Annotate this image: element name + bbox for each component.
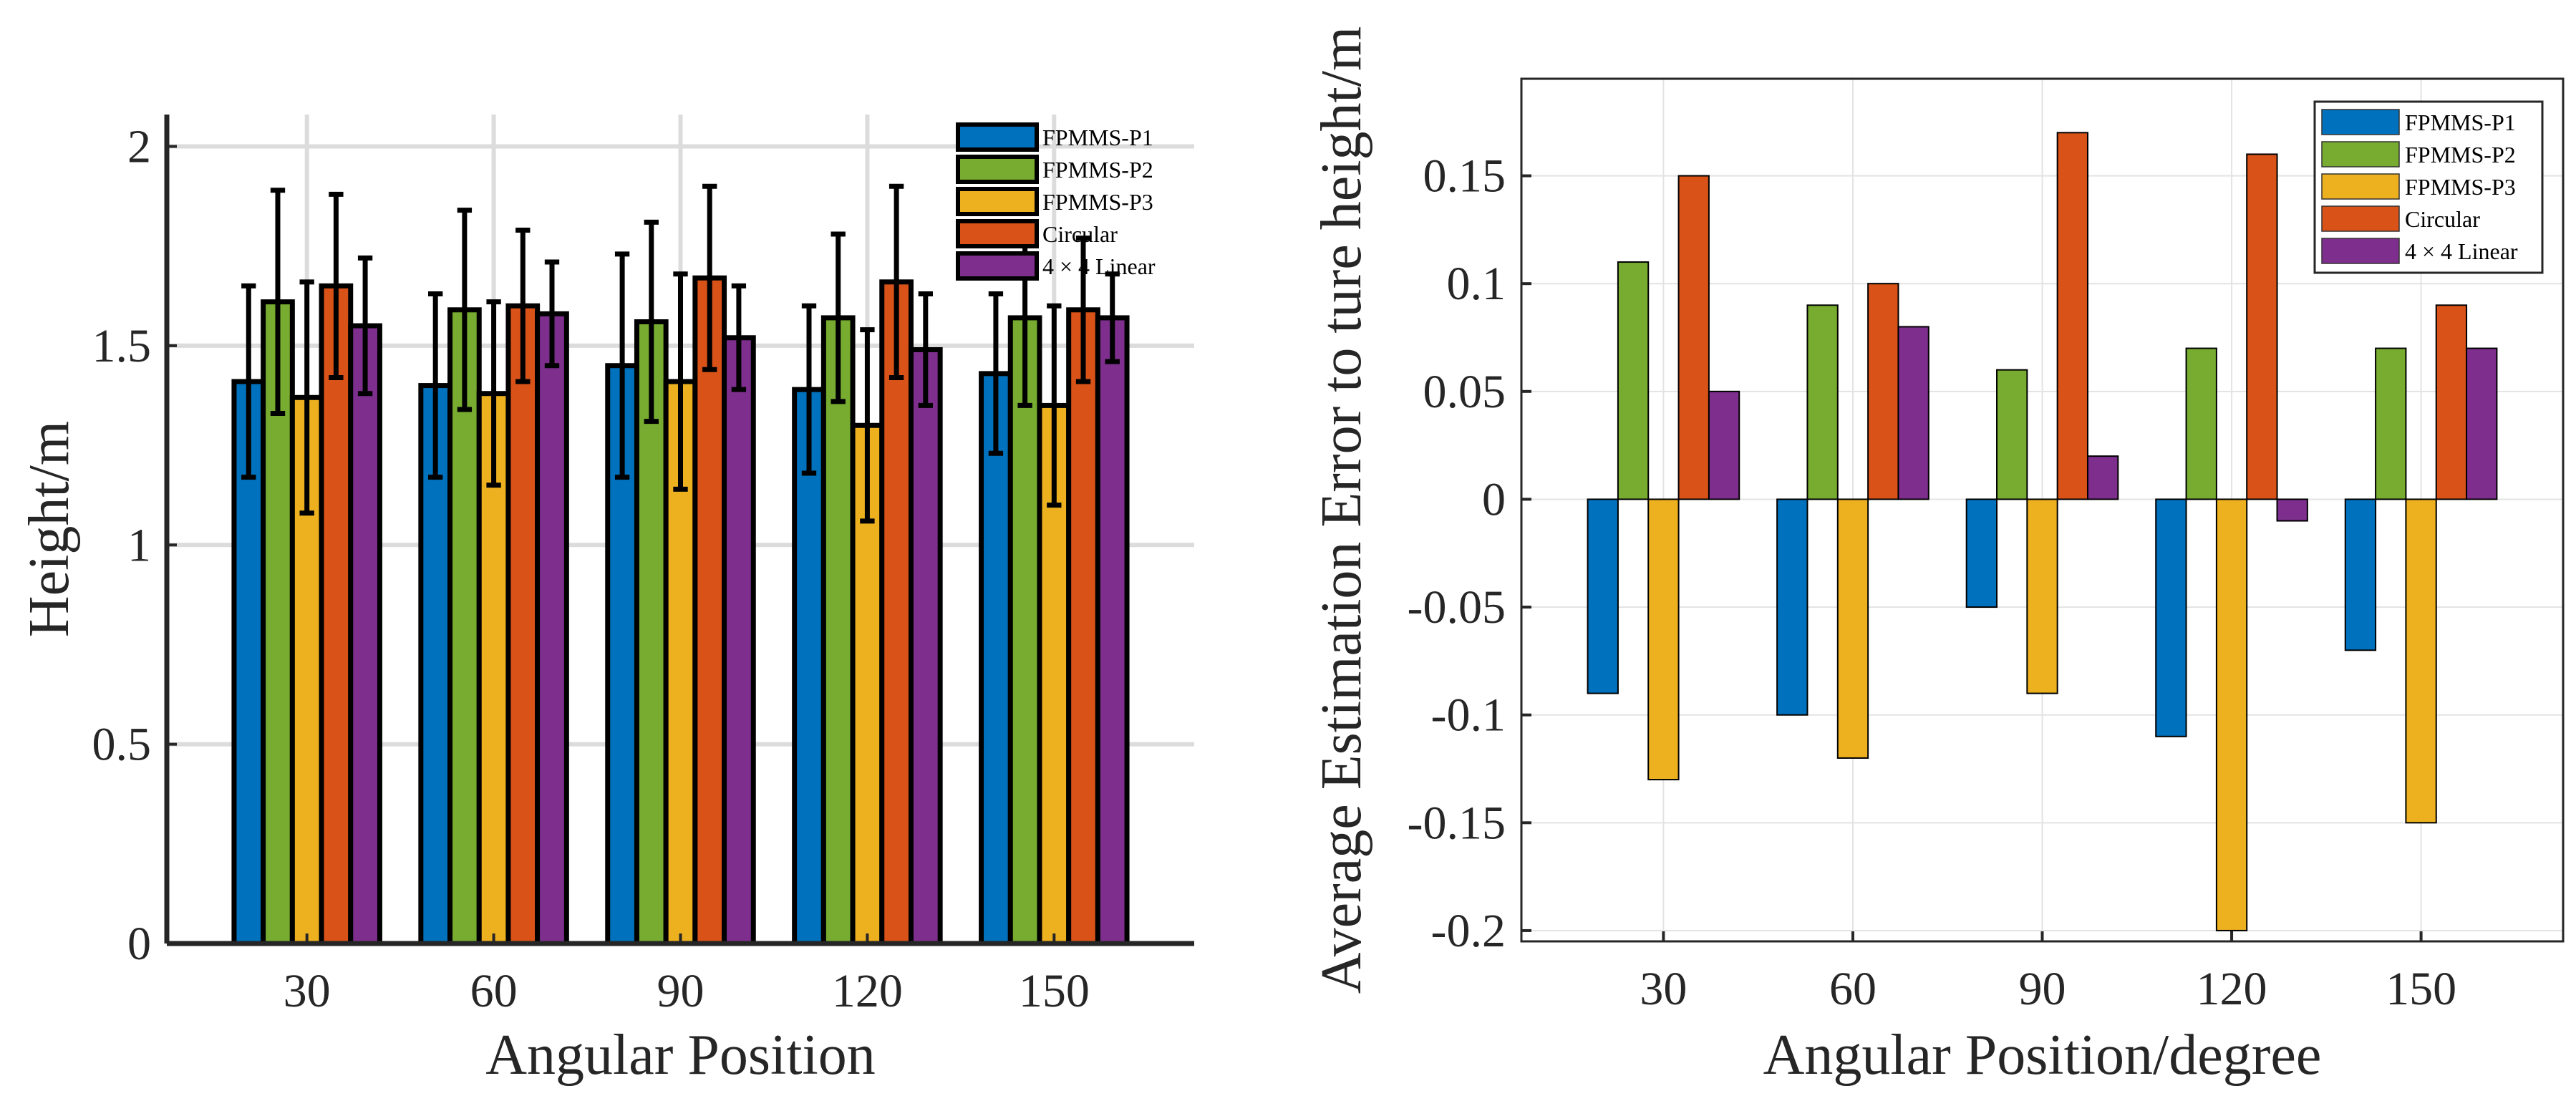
chart-estimation-error: -0.2 -0.15 -0.1 -0.05 0 0.05 0.1 0.15 30 60 90 120 1… [1310,26,2565,1087]
legend-label: 4 × 4 Linear [1042,253,1156,279]
x-tick-label: 90 [2019,963,2066,1015]
legend-swatch [956,219,1039,248]
legend-swatch [2321,109,2400,135]
x-axis-label: Angular Position [485,1024,875,1087]
bar [879,279,914,946]
y-tick-label: 1.5 [92,320,152,372]
legend-swatch [956,187,1039,216]
y-tick-label: 0.1 [1447,258,1506,310]
x-tick-label: 30 [1640,963,1687,1015]
legend-label: 4 × 4 Linear [2405,238,2518,264]
legend-swatch [956,155,1039,184]
bar [692,275,727,946]
legend-label: Circular [1042,221,1118,247]
y-tick-label: 2 [127,121,151,173]
bar [1647,498,1680,781]
legend: FPMMS-P1 FPMMS-P2 FPMMS-P3 Circular 4 × 4 Li… [2313,100,2544,274]
bar [2155,498,2187,737]
bar [820,315,856,946]
bar [2276,498,2308,522]
bar [1066,307,1100,946]
y-tick-label: 0.15 [1423,150,1506,203]
legend-label: Circular [2405,206,2480,232]
legend-swatch [2321,173,2400,200]
y-tick-label: -0.1 [1431,689,1506,742]
y-tick-label: 1 [127,519,151,571]
legend-swatch [956,122,1039,152]
bar [1867,283,1899,500]
bar [1095,315,1130,946]
legend-swatch [2321,141,2400,168]
bar [1996,369,2028,500]
x-tick-label: 120 [832,965,903,1017]
bar [1965,498,1998,608]
bar [1708,390,1740,500]
y-tick-label: 0 [1482,473,1506,525]
bar [319,283,354,946]
legend-swatch [2321,238,2400,264]
bar [2405,498,2437,824]
bar [2215,498,2248,931]
bar [1806,304,1839,500]
x-tick-label: 30 [284,965,331,1017]
y-tick-label: 0.05 [1423,366,1506,418]
legend-label: FPMMS-P3 [1042,189,1153,215]
y-tick-label: -0.05 [1408,581,1506,634]
x-tick-label: 150 [2386,963,2456,1015]
bar [2344,498,2377,651]
bar [505,303,541,946]
bar [1007,315,1042,946]
y-tick-label: -0.15 [1408,797,1506,849]
bar [908,346,943,946]
bar [535,311,569,946]
bar [2086,455,2119,500]
bar [1897,326,1929,500]
bar [1677,175,1710,500]
x-tick-label: 60 [470,965,518,1017]
bar [348,323,382,946]
x-tick-label: 150 [1019,965,1090,1017]
chart-height: 0 0.5 1 1.5 2 30 60 90 120 150 Angular Position Hei… [18,115,1194,1087]
bar [663,379,698,946]
x-axis-label: Angular Position/degree [1763,1024,2322,1087]
bar [2026,498,2058,694]
legend-swatch [956,251,1039,281]
legend-label: FPMMS-P2 [2405,142,2516,168]
bar [1776,498,1808,716]
bar [2375,347,2407,500]
bar [2185,347,2217,500]
bar [2435,304,2468,500]
y-tick-label: -0.2 [1431,905,1506,957]
x-tick-label: 120 [2197,963,2267,1015]
bar [1587,498,1619,694]
y-axis-label: Height/m [18,421,81,637]
legend-label: FPMMS-P1 [2405,110,2516,135]
legend-label: FPMMS-P3 [2405,174,2516,200]
bar [979,371,1013,946]
y-axis-label: Average Estimation Error to ture height/… [1310,26,1373,994]
legend-label: FPMMS-P2 [1042,157,1153,183]
legend-label: FPMMS-P1 [1042,125,1153,150]
bar [1617,261,1650,500]
bar [2466,347,2498,500]
legend-swatch [2321,205,2400,232]
y-tick-label: 0.5 [92,719,152,771]
y-tick-label: 0 [127,918,151,970]
legend: FPMMS-P1 FPMMS-P2 FPMMS-P3 Circular 4 × 4 Li… [956,122,1156,281]
x-tick-label: 90 [657,965,704,1017]
x-tick-label: 60 [1829,963,1877,1015]
bar [1836,498,1869,759]
bar [2246,153,2278,500]
bar [2056,132,2088,500]
bar [722,335,756,946]
